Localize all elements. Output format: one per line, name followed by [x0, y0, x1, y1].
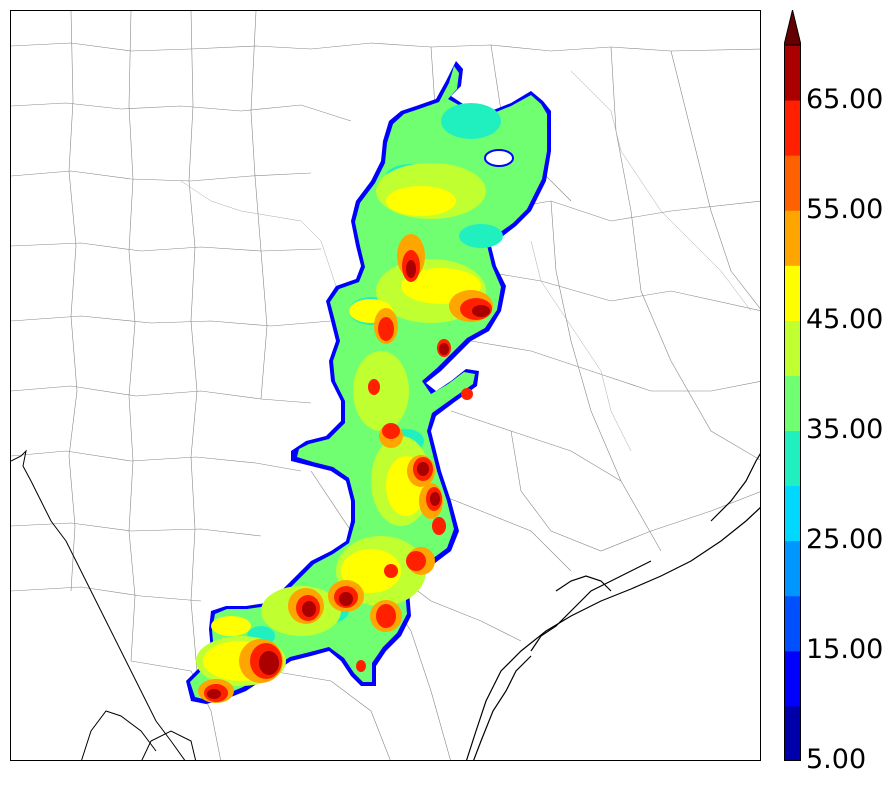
colorbar-label-15: 15.00: [806, 634, 884, 665]
international-border: [11, 449, 197, 760]
colorbar-segment: [784, 540, 801, 597]
colorbar-segment: [784, 595, 801, 652]
colorbar-segment: [784, 485, 801, 542]
colorbar-label-35: 35.00: [806, 414, 884, 445]
colorbar-label-5: 5.00: [806, 744, 867, 775]
map-panel: [10, 10, 761, 761]
colorbar-segment: [784, 45, 801, 101]
map-canvas: [11, 11, 760, 760]
colorbar-segment: [784, 705, 801, 761]
coastline: [466, 453, 760, 760]
data-gap: [484, 149, 514, 167]
colorbar-segment: [784, 430, 801, 487]
colorbar-label-55: 55.00: [806, 194, 884, 225]
colorbar-segment: [784, 375, 801, 432]
colorbar-label-25: 25.00: [806, 524, 884, 555]
colorbar-segment: [784, 650, 801, 707]
colorbar-label-65: 65.00: [806, 84, 884, 115]
colorbar-segment: [784, 265, 801, 321]
colorbar-segment: [784, 210, 801, 266]
intensity-field: [186, 61, 551, 704]
rivers: [180, 70, 752, 452]
colorbar-label-45: 45.00: [806, 304, 884, 335]
colorbar-outline: [784, 44, 801, 761]
colorbar-segment: [784, 320, 801, 376]
colorbar-extend-arrow: [784, 10, 801, 46]
colorbar: [784, 10, 801, 761]
colorbar-segment: [784, 100, 801, 156]
colorbar-segment: [784, 155, 801, 211]
